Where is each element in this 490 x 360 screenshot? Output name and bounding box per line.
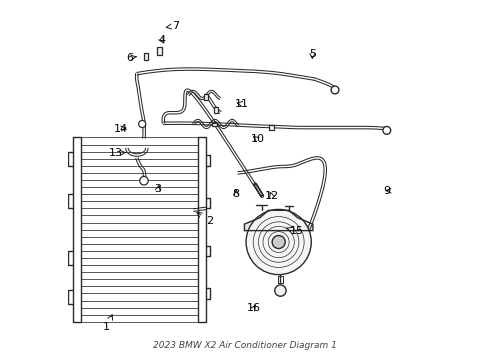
Text: 9: 9 — [383, 186, 391, 195]
Text: 10: 10 — [250, 134, 265, 144]
Bar — [144, 53, 148, 60]
Text: 2: 2 — [197, 212, 213, 226]
Text: 8: 8 — [233, 189, 240, 199]
Bar — [204, 94, 208, 100]
Text: 5: 5 — [309, 49, 316, 59]
Circle shape — [275, 285, 286, 296]
Circle shape — [139, 121, 146, 127]
Text: 2023 BMW X2 Air Conditioner Diagram 1: 2023 BMW X2 Air Conditioner Diagram 1 — [153, 341, 337, 350]
Bar — [269, 125, 274, 130]
Text: 7: 7 — [166, 21, 179, 31]
Text: 11: 11 — [234, 99, 248, 109]
Circle shape — [140, 176, 148, 185]
Bar — [157, 47, 162, 54]
Text: 12: 12 — [265, 191, 279, 201]
Text: 13: 13 — [109, 148, 125, 158]
Text: 16: 16 — [247, 303, 261, 312]
Circle shape — [246, 210, 311, 275]
Circle shape — [272, 235, 285, 248]
Text: 3: 3 — [155, 184, 162, 194]
Text: 1: 1 — [103, 315, 113, 332]
Bar — [212, 123, 218, 126]
Bar — [214, 107, 218, 113]
Text: 6: 6 — [126, 53, 136, 63]
Text: 14: 14 — [114, 123, 128, 134]
Text: 15: 15 — [287, 226, 303, 237]
Text: 4: 4 — [158, 35, 165, 45]
Polygon shape — [245, 210, 313, 231]
Circle shape — [383, 126, 391, 134]
Circle shape — [331, 86, 339, 94]
